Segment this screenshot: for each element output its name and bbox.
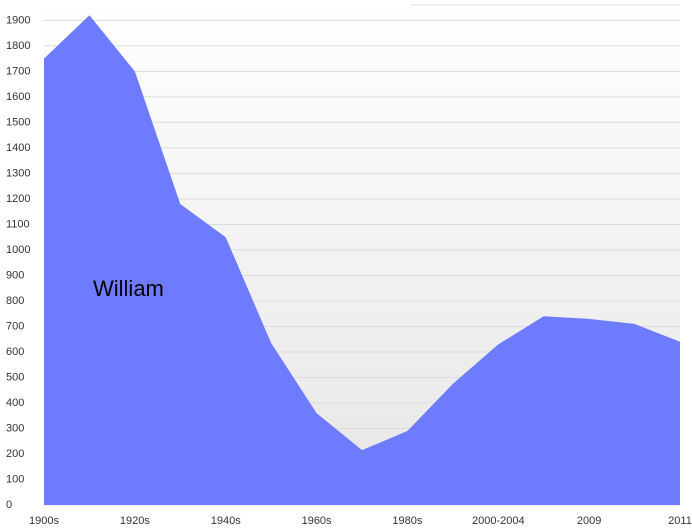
x-tick-label: 2009 [577,515,601,527]
y-tick-label: 1400 [6,142,30,154]
y-tick-label: 900 [6,269,24,281]
y-tick-label: 800 [6,295,24,307]
x-tick-label: 1980s [392,515,422,527]
x-tick-label: 2011 [668,515,692,527]
x-tick-label: 2000-2004 [472,515,525,527]
y-tick-label: 1300 [6,167,30,179]
x-tick-label: 1900s [29,515,59,527]
y-tick-label: 500 [6,371,24,383]
y-tick-label: 1800 [6,40,30,52]
y-tick-label: 0 [6,499,12,511]
series-label: William [93,276,164,301]
y-tick-label: 1500 [6,116,30,128]
y-tick-label: 1100 [6,218,30,230]
y-tick-label: 600 [6,346,24,358]
x-tick-label: 1920s [120,515,150,527]
y-tick-label: 1200 [6,193,30,205]
area [44,15,680,505]
x-tick-label: 1940s [211,515,241,527]
y-tick-label: 200 [6,448,24,460]
y-tick-label: 400 [6,397,24,409]
y-tick-label: 1700 [6,65,30,77]
y-tick-label: 300 [6,422,24,434]
y-tick-label: 700 [6,320,24,332]
y-tick-label: 1000 [6,244,30,256]
y-tick-label: 1900 [6,14,30,26]
y-tick-label: 1600 [6,91,30,103]
x-tick-label: 1960s [302,515,332,527]
y-tick-label: 100 [6,473,24,485]
